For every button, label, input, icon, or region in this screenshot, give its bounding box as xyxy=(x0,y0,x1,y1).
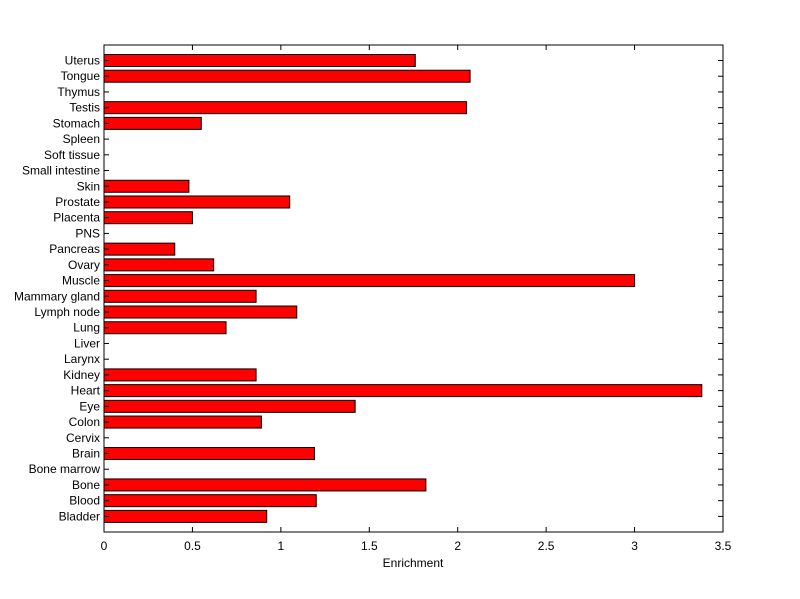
x-tick-label: 2 xyxy=(454,539,461,553)
x-tick-label: 0.5 xyxy=(184,539,201,553)
bar xyxy=(103,321,227,335)
plot-area-frame xyxy=(103,44,724,533)
x-axis-label: Enrichment xyxy=(383,556,444,570)
bar xyxy=(103,368,257,382)
y-tick-label: Lung xyxy=(73,321,100,335)
y-tick-label: Ovary xyxy=(68,258,100,272)
x-axis-ticks: 0 0.5 1 1.5 2 2.5 3 3.5 xyxy=(101,45,732,553)
y-tick-label: PNS xyxy=(75,226,100,240)
y-tick-label: Uterus xyxy=(65,54,100,68)
bar xyxy=(103,258,215,272)
y-tick-label: Bone xyxy=(72,478,100,492)
bar xyxy=(103,399,356,413)
y-tick-label: Brain xyxy=(72,447,100,461)
y-tick-label: Blood xyxy=(69,494,100,508)
bar xyxy=(103,274,636,288)
y-tick-label: Soft tissue xyxy=(44,148,100,162)
bar xyxy=(103,478,427,492)
x-tick-label: 0 xyxy=(101,539,108,553)
y-tick-label: Larynx xyxy=(64,352,100,366)
bar xyxy=(103,116,202,130)
x-tick-label: 2.5 xyxy=(538,539,555,553)
y-tick-label: Liver xyxy=(74,336,100,350)
y-tick-label: Lymph node xyxy=(34,305,100,319)
x-tick-label: 1.5 xyxy=(361,539,378,553)
y-tick-label: Stomach xyxy=(53,116,100,130)
y-tick-label: Placenta xyxy=(53,211,100,225)
bar xyxy=(103,384,703,398)
y-tick-label: Skin xyxy=(77,179,100,193)
bar xyxy=(103,101,468,115)
x-tick-label: 1 xyxy=(278,539,285,553)
bar xyxy=(103,179,190,193)
bar xyxy=(103,494,317,508)
bar xyxy=(103,289,257,303)
y-tick-label: Colon xyxy=(69,415,100,429)
y-tick-label: Prostate xyxy=(55,195,100,209)
y-tick-label: Testis xyxy=(69,101,100,115)
y-tick-label: Bone marrow xyxy=(29,462,101,476)
bar xyxy=(103,211,193,225)
x-tick-label: 3.5 xyxy=(715,539,732,553)
bar xyxy=(103,305,298,319)
y-tick-label: Eye xyxy=(79,399,100,413)
y-tick-label: Kidney xyxy=(63,368,100,382)
y-tick-label: Tongue xyxy=(61,69,101,83)
y-tick-label: Spleen xyxy=(63,132,100,146)
y-tick-label: Cervix xyxy=(66,431,100,445)
bar xyxy=(103,195,291,209)
y-tick-label: Bladder xyxy=(59,509,100,523)
bar xyxy=(103,447,315,460)
bar xyxy=(103,54,416,67)
bar xyxy=(103,509,268,523)
y-tick-label: Muscle xyxy=(62,274,100,288)
bar xyxy=(103,242,176,256)
y-tick-label: Thymus xyxy=(57,85,100,99)
y-tick-label: Small intestine xyxy=(22,164,100,178)
y-tick-label: Pancreas xyxy=(49,242,100,256)
y-tick-label: Mammary gland xyxy=(14,289,100,303)
bar xyxy=(103,415,262,429)
y-tick-label: Heart xyxy=(71,384,101,398)
x-tick-label: 3 xyxy=(631,539,638,553)
bar xyxy=(103,69,471,83)
